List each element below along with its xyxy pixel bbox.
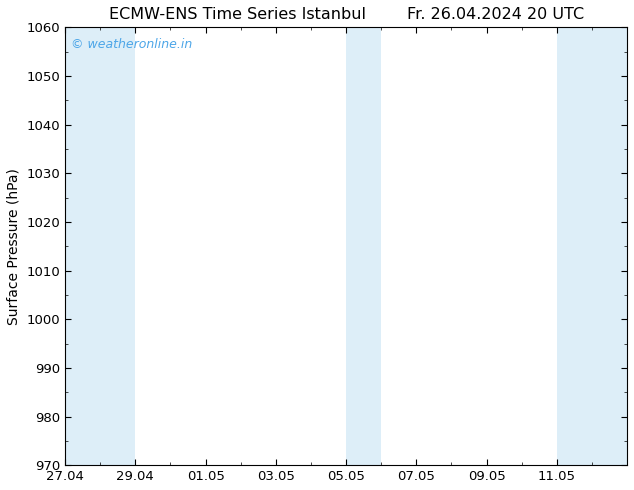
Bar: [346, 27, 381, 465]
Y-axis label: Surface Pressure (hPa): Surface Pressure (hPa): [7, 168, 21, 325]
Bar: [65, 27, 135, 465]
Text: © weatheronline.in: © weatheronline.in: [71, 38, 192, 51]
Bar: [557, 27, 627, 465]
Title: ECMW-ENS Time Series Istanbul        Fr. 26.04.2024 20 UTC: ECMW-ENS Time Series Istanbul Fr. 26.04.…: [108, 7, 584, 22]
